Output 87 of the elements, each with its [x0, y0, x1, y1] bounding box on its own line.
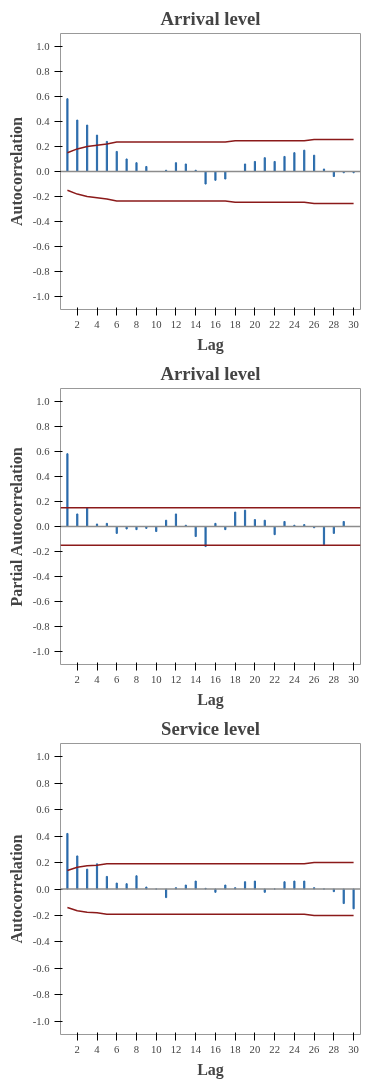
x-tick-label: 12: [170, 673, 182, 685]
y-tick-label: 0.2: [36, 857, 50, 869]
y-tick-label: 0.8: [36, 65, 50, 77]
y-tick-label: 0.6: [36, 90, 51, 102]
y-tick-label: 1.0: [36, 751, 50, 763]
y-tick-label: -0.2: [32, 546, 50, 558]
x-tick-label: 14: [190, 318, 202, 330]
x-tick-label: 22: [269, 318, 280, 330]
x-tick-label: 2: [74, 1043, 80, 1055]
y-tick-label: 1.0: [36, 40, 50, 52]
y-tick-label: -0.6: [32, 962, 51, 974]
x-tick-label: 22: [269, 1043, 280, 1055]
y-tick-label: 1.0: [36, 395, 50, 407]
x-tick-label: 16: [210, 1043, 222, 1055]
chart-title: Arrival level: [160, 7, 261, 29]
x-tick-label: 30: [348, 673, 359, 685]
y-tick-label: -0.4: [32, 216, 51, 228]
y-tick-label: 0.6: [36, 804, 51, 816]
y-tick-label: -1.0: [32, 1015, 50, 1027]
y-axis-title: Autocorrelation: [7, 834, 25, 944]
x-tick-label: 2: [74, 318, 80, 330]
x-tick-label: 18: [229, 1043, 241, 1055]
y-axis-title: Autocorrelation: [7, 116, 25, 227]
y-tick-label: -1.0: [32, 646, 50, 658]
y-tick-label: 0.4: [36, 830, 51, 842]
x-tick-label: 4: [94, 318, 101, 330]
y-tick-label: -0.2: [32, 909, 50, 921]
x-tick-label: 6: [114, 318, 121, 330]
x-tick-label: 8: [133, 318, 140, 330]
x-tick-label: 10: [150, 318, 162, 330]
x-tick-label: 16: [210, 673, 222, 685]
x-tick-label: 10: [150, 1043, 162, 1055]
x-axis-title: Lag: [197, 690, 224, 709]
x-tick-label: 6: [114, 1043, 121, 1055]
x-tick-label: 14: [190, 673, 202, 685]
x-tick-label: 18: [229, 673, 241, 685]
y-tick-label: 0.0: [36, 883, 50, 895]
x-tick-label: 28: [328, 1043, 340, 1055]
y-tick-label: 0.6: [36, 445, 51, 457]
x-axis-title: Lag: [197, 335, 224, 354]
y-tick-label: -0.6: [32, 241, 51, 253]
y-tick-label: 0.2: [36, 495, 50, 507]
x-tick-label: 30: [348, 1043, 359, 1055]
x-tick-label: 12: [170, 318, 182, 330]
y-tick-label: -1.0: [32, 291, 50, 303]
y-tick-label: 0.4: [36, 115, 51, 127]
y-tick-label: -0.8: [32, 266, 50, 278]
x-tick-label: 18: [229, 318, 241, 330]
x-axis-title: Lag: [197, 1060, 224, 1079]
x-tick-label: 28: [328, 673, 340, 685]
y-tick-label: 0.0: [36, 166, 50, 177]
y-tick-label: -0.6: [32, 596, 51, 608]
x-tick-label: 26: [308, 673, 321, 685]
y-tick-label: 0.8: [36, 420, 50, 432]
y-tick-label: -0.4: [32, 571, 51, 583]
x-tick-label: 8: [133, 1043, 140, 1055]
x-tick-label: 6: [114, 673, 121, 685]
x-tick-label: 20: [249, 1043, 261, 1055]
x-tick-label: 4: [94, 1043, 101, 1055]
x-tick-label: 12: [170, 1043, 182, 1055]
y-axis-title: Partial Autocorrelation: [7, 447, 25, 607]
x-tick-label: 24: [289, 1043, 301, 1055]
x-tick-label: 10: [150, 673, 162, 685]
y-tick-label: -0.2: [32, 191, 50, 203]
x-tick-label: 8: [133, 673, 140, 685]
y-tick-label: -0.4: [32, 936, 51, 948]
y-tick-label: 0.8: [36, 777, 50, 789]
x-tick-label: 16: [210, 318, 222, 330]
chart-title: Arrival level: [160, 362, 261, 384]
x-tick-label: 14: [190, 1043, 202, 1055]
x-tick-label: 4: [94, 673, 101, 685]
x-tick-label: 2: [74, 673, 80, 685]
y-tick-label: 0.4: [36, 470, 51, 482]
chart-title: Service level: [161, 717, 260, 739]
x-tick-label: 26: [308, 1043, 321, 1055]
x-tick-label: 20: [249, 673, 261, 685]
y-tick-label: 0.2: [36, 140, 50, 152]
y-tick-label: -0.8: [32, 989, 50, 1001]
x-tick-label: 22: [269, 673, 280, 685]
y-tick-label: -0.8: [32, 621, 50, 633]
y-tick-label: 0.0: [36, 521, 50, 532]
x-tick-label: 28: [328, 318, 340, 330]
x-tick-label: 30: [348, 318, 359, 330]
x-tick-label: 20: [249, 318, 261, 330]
x-tick-label: 24: [289, 673, 301, 685]
x-tick-label: 24: [289, 318, 301, 330]
x-tick-label: 26: [308, 318, 321, 330]
